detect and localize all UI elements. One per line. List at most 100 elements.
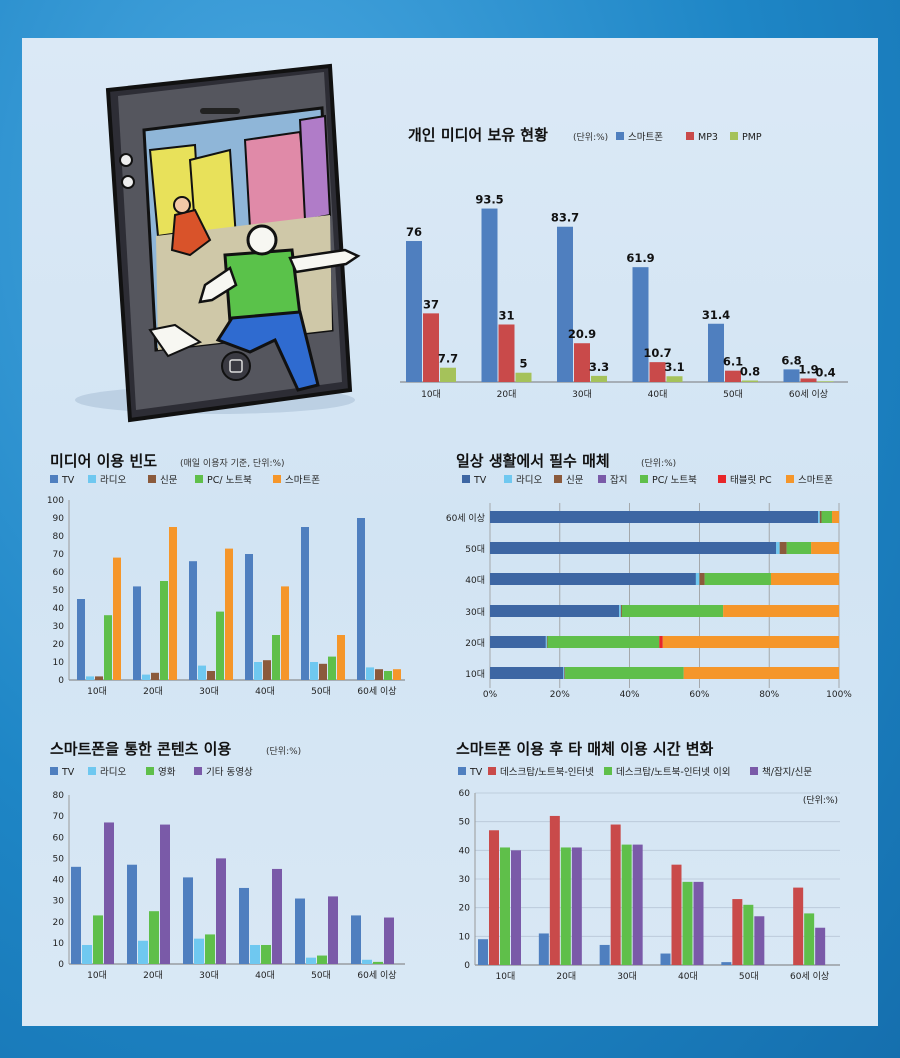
data-label: 93.5 bbox=[475, 193, 503, 207]
legend-swatch bbox=[148, 475, 156, 483]
tick-label: 50대 bbox=[723, 389, 743, 400]
tick-label: 30 bbox=[459, 875, 471, 885]
data-label: 3.1 bbox=[664, 360, 684, 374]
tick-label: 0% bbox=[483, 690, 498, 700]
chart-media-usage-frequency: 미디어 이용 빈도 (매일 이용자 기준, 단위:%) TV 라디오 신문 PC/ 노트북… bbox=[47, 452, 405, 697]
legend-swatch bbox=[194, 767, 202, 775]
man-head bbox=[246, 224, 278, 256]
bar bbox=[160, 581, 168, 680]
bar bbox=[216, 611, 224, 680]
bar bbox=[489, 830, 499, 965]
tick-label: 20 bbox=[53, 918, 65, 928]
legend-label: PC/ 노트북 bbox=[652, 475, 697, 486]
bar-segment bbox=[565, 667, 684, 679]
bar-segment bbox=[619, 605, 621, 617]
tick-label: 30대 bbox=[572, 389, 592, 400]
bar bbox=[160, 824, 170, 964]
tick-label: 20 bbox=[53, 640, 65, 650]
bar bbox=[725, 370, 741, 382]
bar bbox=[86, 676, 94, 680]
tick-label: 60% bbox=[689, 690, 709, 700]
tick-label: 60세 이상 bbox=[790, 971, 829, 982]
bar-segment bbox=[564, 667, 566, 679]
bar bbox=[549, 815, 560, 965]
legend-label: 잡지 bbox=[610, 474, 627, 486]
bar-segment bbox=[779, 542, 787, 554]
bar bbox=[481, 208, 498, 382]
tick-label: 30대 bbox=[617, 971, 637, 982]
legend-swatch bbox=[488, 767, 496, 775]
bar-segment bbox=[490, 636, 546, 648]
tick-label: 30대 bbox=[199, 686, 219, 697]
tick-label: 0 bbox=[58, 676, 64, 686]
tick-label: 40 bbox=[459, 846, 471, 856]
tick-label: 80 bbox=[53, 532, 65, 542]
bar-segment bbox=[770, 573, 839, 585]
bar-segment bbox=[659, 636, 663, 648]
legend-swatch bbox=[146, 767, 154, 775]
bar bbox=[406, 241, 422, 382]
tick-label: 40% bbox=[620, 690, 640, 700]
legend-swatch bbox=[88, 475, 96, 483]
bar bbox=[754, 916, 765, 965]
tick-label: 50대 bbox=[311, 686, 331, 697]
bar bbox=[793, 887, 804, 965]
legend-swatch bbox=[718, 475, 726, 483]
tick-label: 20대 bbox=[497, 389, 517, 400]
bar bbox=[693, 881, 704, 965]
tick-label: 50 bbox=[53, 586, 65, 596]
bar-segment bbox=[683, 667, 839, 679]
bar-segment bbox=[621, 605, 724, 617]
tick-label: 40대 bbox=[648, 389, 668, 400]
bar bbox=[272, 635, 280, 680]
bar-segment bbox=[818, 511, 820, 523]
bar bbox=[225, 548, 233, 680]
tick-label: 10대 bbox=[87, 970, 107, 981]
bar bbox=[205, 934, 215, 964]
bar-segment bbox=[723, 605, 839, 617]
bar bbox=[632, 267, 649, 382]
data-label: 6.8 bbox=[781, 353, 801, 367]
legend-label: 라디오 bbox=[100, 475, 126, 486]
bar bbox=[384, 671, 392, 680]
chart-subtitle: (매일 이용자 기준, 단위:%) bbox=[180, 458, 285, 469]
bar bbox=[77, 599, 85, 680]
tick-label: 40대 bbox=[465, 575, 485, 586]
bar bbox=[319, 663, 327, 680]
tick-label: 100 bbox=[47, 496, 64, 506]
woman-figure bbox=[170, 208, 212, 257]
bar bbox=[133, 586, 141, 680]
bar bbox=[783, 369, 800, 382]
legend-label: 스마트폰 bbox=[628, 132, 663, 143]
bar bbox=[183, 877, 193, 964]
chart-usage-time-change: 스마트폰 이용 후 타 매체 이용 시간 변화 TV 데스크탑/노트북-인터넷 데스크… bbox=[456, 740, 840, 982]
bar bbox=[682, 881, 693, 965]
bar bbox=[113, 557, 121, 680]
legend-swatch bbox=[750, 767, 758, 775]
legend-label: TV bbox=[469, 767, 483, 778]
bar-segment bbox=[546, 636, 548, 648]
bar bbox=[666, 376, 683, 382]
legend-swatch bbox=[458, 767, 466, 775]
bar bbox=[216, 858, 226, 964]
bar-segment bbox=[704, 573, 771, 585]
legend-label: MP3 bbox=[698, 132, 718, 143]
bar bbox=[708, 323, 724, 382]
bar bbox=[95, 676, 103, 680]
bar bbox=[515, 372, 532, 382]
tick-label: 20대 bbox=[143, 970, 163, 981]
bar bbox=[538, 933, 549, 965]
man-arm bbox=[288, 248, 361, 274]
bar bbox=[557, 226, 573, 382]
legend-label: PMP bbox=[742, 132, 762, 143]
legend-label: 라디오 bbox=[100, 767, 126, 778]
bar-segment bbox=[563, 667, 565, 679]
bar bbox=[250, 944, 260, 964]
data-label: 31 bbox=[498, 308, 514, 322]
bar bbox=[142, 674, 150, 680]
bar bbox=[742, 380, 758, 382]
tick-label: 50대 bbox=[465, 544, 485, 555]
bar bbox=[610, 824, 621, 965]
bar bbox=[127, 864, 137, 964]
legend-label: 태블릿 PC bbox=[730, 474, 772, 486]
